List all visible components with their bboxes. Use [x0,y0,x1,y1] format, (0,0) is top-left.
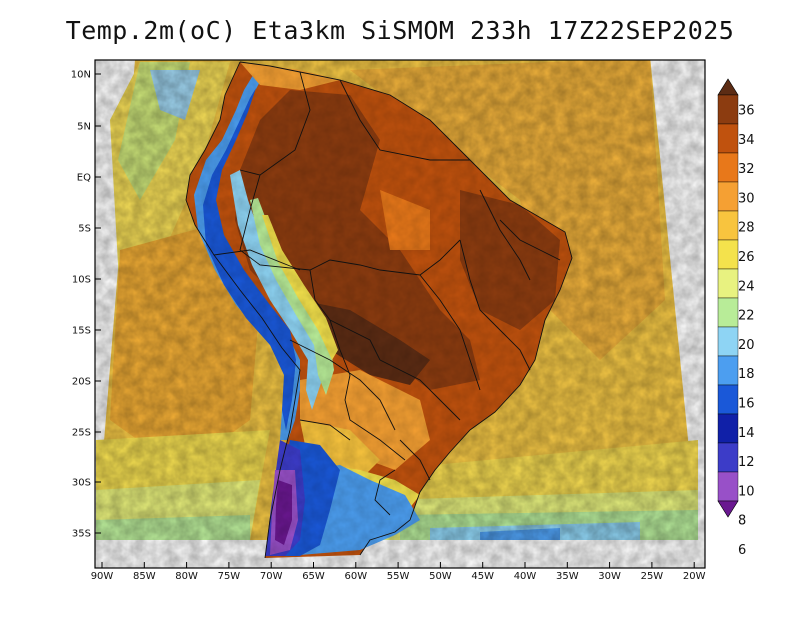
colorbar-label: 32 [738,162,755,177]
lat-tick-label: 10N [71,70,91,81]
lon-tick-label: 20W [683,571,706,582]
colorbar-label: 22 [738,309,755,324]
colorbar-swatch [717,297,739,328]
colorbar-swatch [717,413,739,444]
longitude-axis: 90W 85W 80W 75W 70W 65W 60W 55W 50W 45W 40W 35W 30W 2… [91,562,706,582]
lon-tick-label: 40W [514,571,537,582]
colorbar-swatch [717,326,739,357]
lat-tick-label: EQ [77,173,91,184]
colorbar-swatch [717,94,739,125]
lat-tick-label: 35S [72,529,91,540]
lon-tick-label: 85W [133,571,156,582]
lon-tick-label: 25W [641,571,664,582]
lat-tick-label: 5N [77,122,91,133]
colorbar-label: 8 [738,514,746,529]
map-frame [94,59,706,569]
colorbar-label: 20 [738,338,755,353]
lon-tick-label: 65W [302,571,325,582]
colorbar-swatch [717,442,739,473]
lon-tick-label: 50W [429,571,452,582]
colorbar-swatch [717,268,739,299]
lon-tick-label: 30W [598,571,621,582]
colorbar-swatch [717,123,739,154]
colorbar-label: 16 [738,397,755,412]
lon-tick-label: 60W [344,571,367,582]
lon-tick-label: 55W [387,571,410,582]
latitude-axis: 10N 5N EQ 5S 10S 15S 20S 25S 30S 35S [71,70,101,540]
colorbar-swatch [717,181,739,212]
lon-tick-label: 90W [91,571,114,582]
colorbar-label: 34 [738,133,755,148]
colorbar-swatch [717,239,739,270]
colorbar-arrow-bottom [717,500,739,518]
lon-tick-label: 45W [471,571,494,582]
colorbar-label: 30 [738,191,755,206]
lat-tick-label: 20S [72,377,91,388]
colorbar-swatch [717,471,739,502]
lon-tick-label: 80W [175,571,198,582]
boundaries [185,61,573,559]
lon-tick-label: 70W [260,571,283,582]
lat-tick-label: 5S [78,224,91,235]
colorbar-swatch [717,210,739,241]
colorbar-label: 6 [738,543,746,558]
colorbar-swatch [717,355,739,386]
colorbar-swatch [717,384,739,415]
colorbar-label: 10 [738,484,755,499]
colorbar: 36 34 32 30 28 26 24 22 20 18 16 14 12 10 8 6 [717,78,755,558]
lat-tick-label: 10S [72,275,91,286]
lon-tick-label: 35W [556,571,579,582]
colorbar-swatch [717,152,739,183]
colorbar-label: 14 [738,426,755,441]
lat-tick-label: 30S [72,478,91,489]
colorbar-arrow-top [717,78,739,96]
colorbar-label: 28 [738,221,755,236]
lat-tick-label: 15S [72,326,91,337]
colorbar-label: 36 [738,104,755,119]
colorbar-label: 18 [738,367,755,382]
colorbar-label: 24 [738,279,755,294]
lat-tick-label: 25S [72,428,91,439]
south-america-landmass [95,60,705,568]
colorbar-label: 12 [738,455,755,470]
map-title: Temp.2m(oC) Eta3km SiSMOM 233h 17Z22SEP2… [65,16,735,45]
lon-tick-label: 75W [218,571,241,582]
colorbar-label: 26 [738,250,755,265]
